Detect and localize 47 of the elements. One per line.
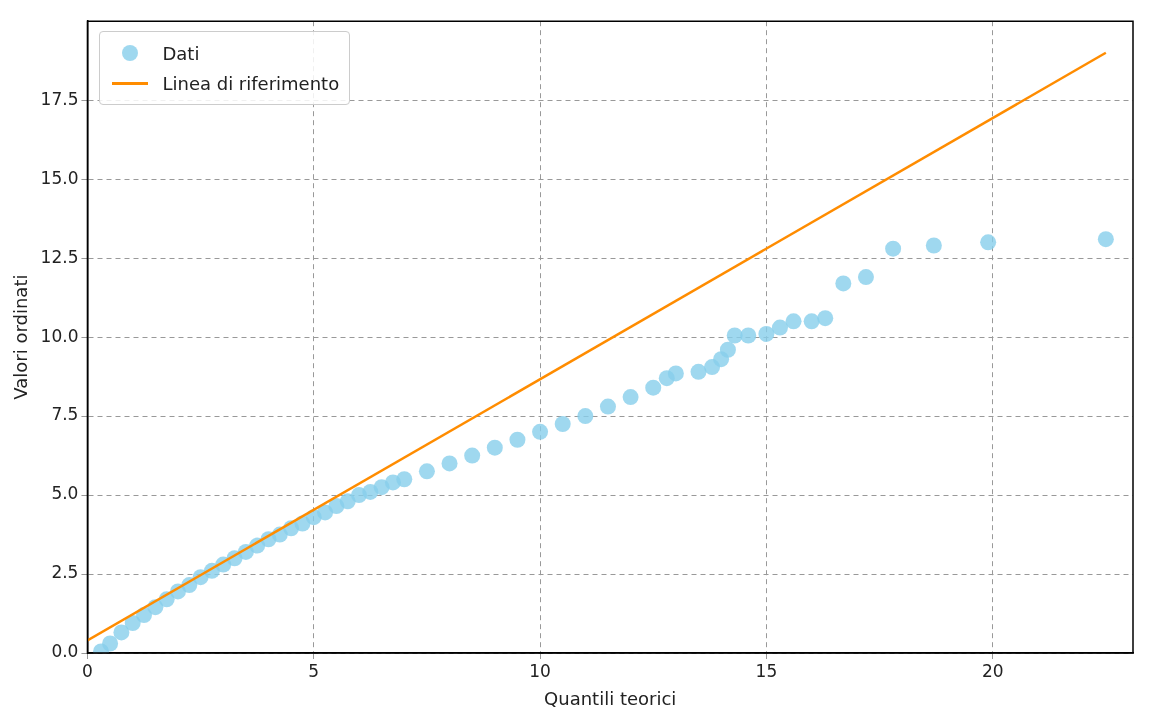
y-tick-label: 12.5 xyxy=(40,246,79,267)
point xyxy=(835,275,852,292)
y-tick-label: 10.0 xyxy=(40,325,79,346)
y-tick-label: 17.5 xyxy=(40,88,79,109)
x-tick-label: 10 xyxy=(529,660,551,681)
point xyxy=(486,439,503,456)
point xyxy=(113,624,130,641)
x-axis-title: Quantili teorici xyxy=(544,687,677,709)
point xyxy=(102,635,119,652)
point xyxy=(785,313,802,330)
y-axis-title: Valori ordinati xyxy=(10,274,32,400)
y-tick-label: 7.5 xyxy=(51,404,79,425)
x-tick-label: 5 xyxy=(308,660,320,681)
point xyxy=(771,319,788,336)
point xyxy=(645,379,662,396)
point xyxy=(980,234,997,251)
point xyxy=(885,240,902,257)
point xyxy=(719,341,736,358)
point xyxy=(622,389,639,406)
point xyxy=(396,471,413,488)
point xyxy=(690,363,707,380)
point xyxy=(667,365,684,382)
point xyxy=(577,408,594,425)
x-tick-label: 15 xyxy=(755,660,778,681)
point xyxy=(726,327,743,344)
x-tick-label: 20 xyxy=(981,660,1004,681)
x-tick-label: 0 xyxy=(82,660,93,681)
point xyxy=(464,447,481,464)
point xyxy=(554,415,571,432)
y-tick-label: 5.0 xyxy=(51,483,79,504)
point xyxy=(817,310,834,327)
point xyxy=(418,463,435,480)
point xyxy=(441,455,458,472)
legend-label: Dati xyxy=(162,42,200,64)
point xyxy=(758,325,775,342)
point xyxy=(509,431,526,448)
point xyxy=(1097,231,1114,248)
y-tick-label: 15.0 xyxy=(40,167,79,188)
point xyxy=(740,327,757,344)
y-tick-label: 0.0 xyxy=(51,641,79,662)
point xyxy=(857,269,874,286)
point xyxy=(532,423,549,440)
point xyxy=(925,237,942,254)
point xyxy=(599,398,616,415)
point xyxy=(803,313,820,330)
y-tick-label: 2.5 xyxy=(51,562,79,583)
legend-label: Linea di riferimento xyxy=(162,72,340,94)
